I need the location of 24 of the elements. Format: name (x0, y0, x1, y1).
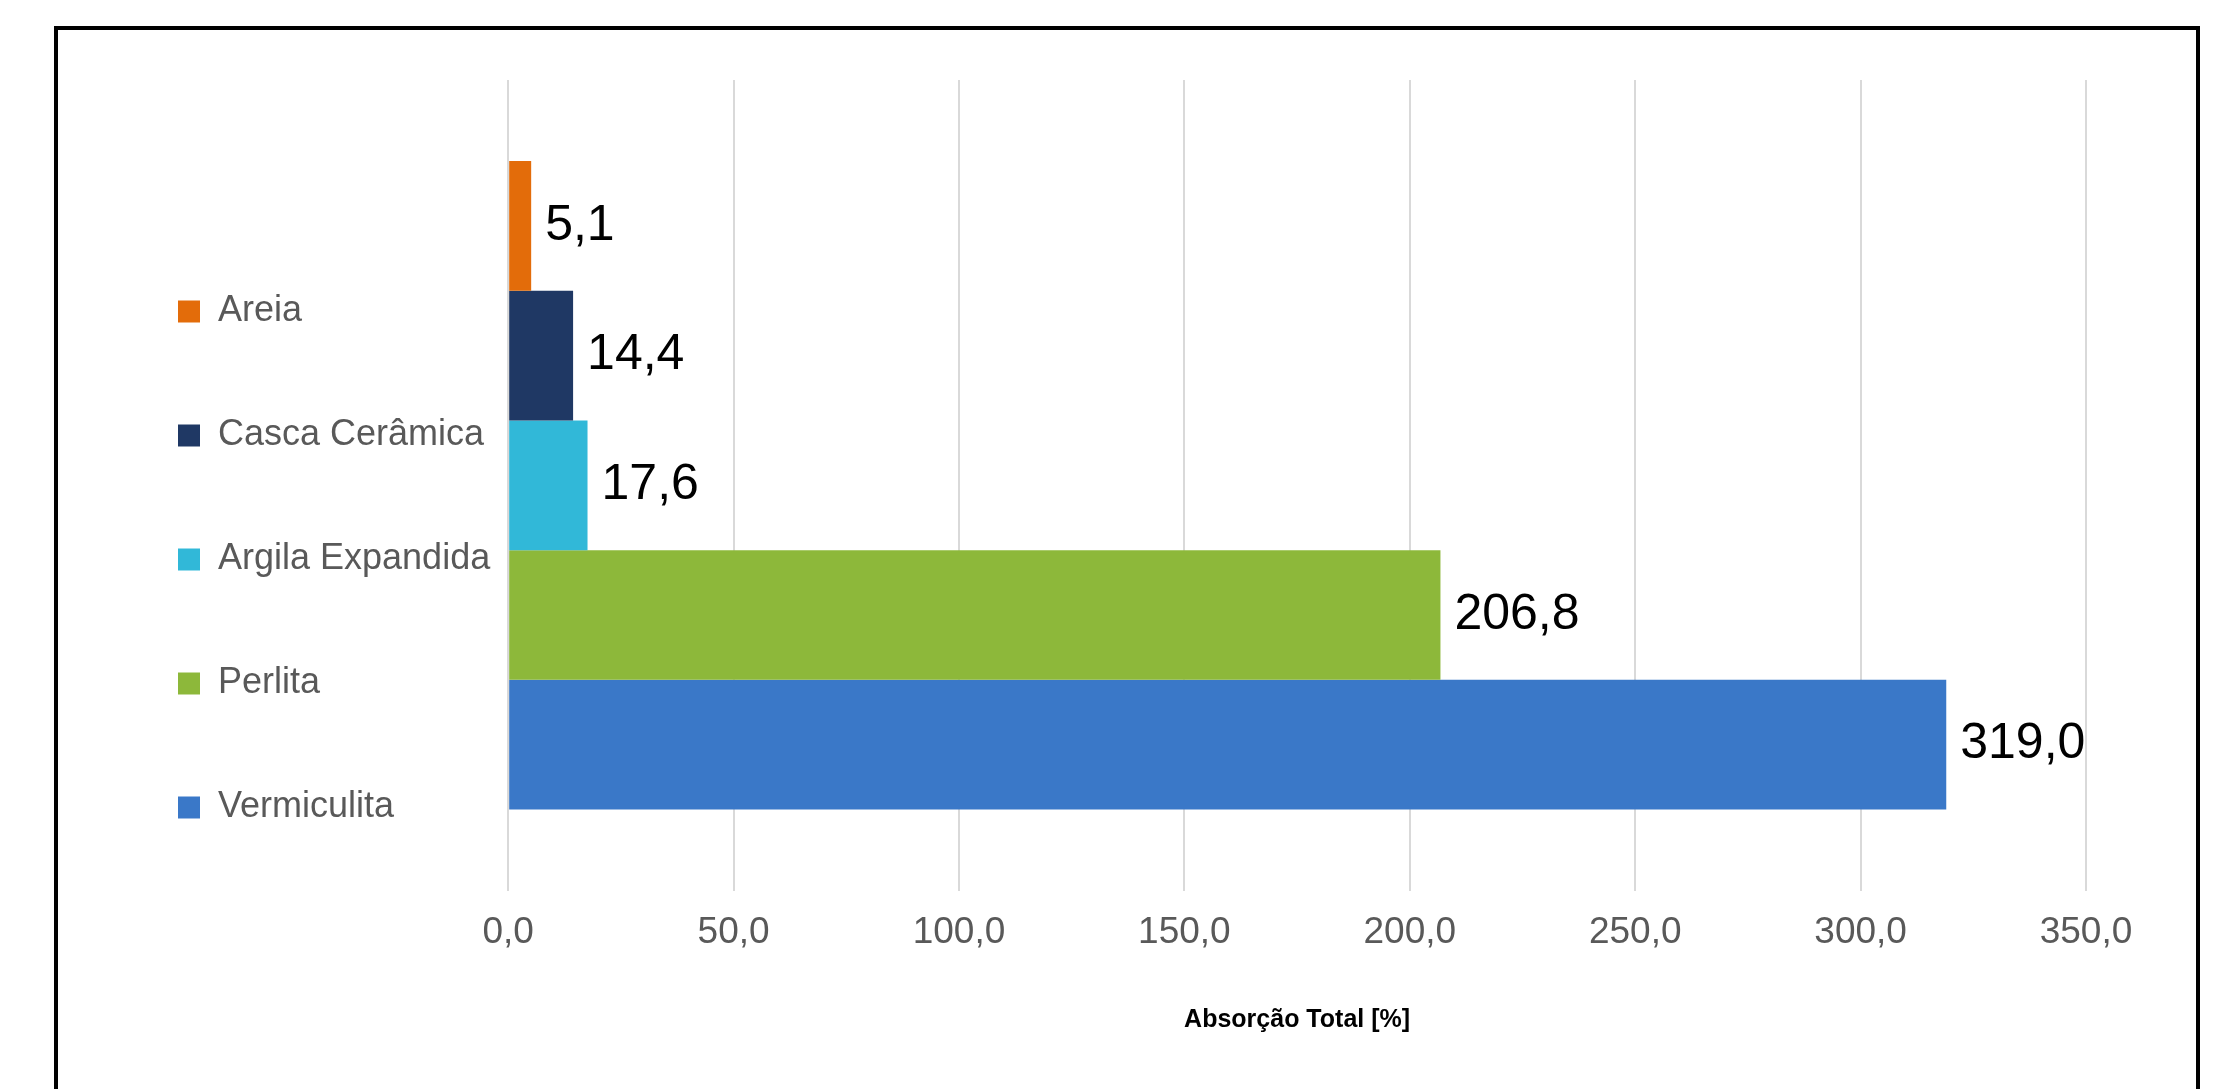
data-label: 14,4 (587, 324, 685, 381)
bar (509, 161, 532, 291)
legend-label: Casca Cerâmica (218, 412, 486, 454)
x-tick-label: 200,0 (1363, 910, 1457, 951)
data-label: 17,6 (601, 454, 699, 511)
bar (509, 550, 1441, 680)
x-tick-label: 150,0 (1138, 910, 1231, 951)
x-axis-title: Absorção Total [%] (1184, 1003, 1411, 1032)
legend-label: Areia (218, 288, 304, 330)
legend-label: Perlita (218, 660, 322, 702)
bar (509, 420, 588, 551)
bar (509, 290, 574, 421)
x-tick-label: 100,0 (912, 910, 1006, 951)
x-tick-label: 250,0 (1588, 910, 1682, 951)
x-tick-label: 350,0 (2039, 910, 2133, 951)
data-label: 5,1 (545, 194, 615, 251)
bar (509, 679, 1947, 810)
x-tick-label: 0,0 (482, 910, 534, 951)
data-label: 319,0 (1960, 713, 2086, 770)
legend-label: Argila Expandida (218, 536, 492, 578)
x-tick-label: 50,0 (697, 910, 770, 951)
data-label: 206,8 (1454, 583, 1580, 640)
legend-label: Vermiculita (218, 784, 396, 826)
x-tick-label: 300,0 (1814, 910, 1907, 951)
